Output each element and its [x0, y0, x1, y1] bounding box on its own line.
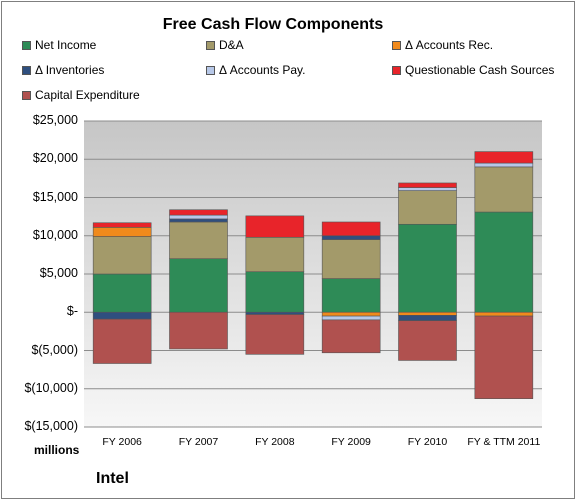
bar-segment	[245, 271, 305, 313]
y-tick-label: $-	[66, 304, 78, 319]
bar-segment	[245, 314, 305, 355]
bar-segment	[398, 187, 457, 191]
bar-segment	[245, 236, 305, 273]
legend-item: Δ Accounts Rec.	[392, 38, 493, 52]
bar-segment	[321, 221, 381, 237]
y-tick-label: $15,000	[32, 189, 78, 204]
units-label: millions	[34, 443, 80, 457]
bar-segment	[169, 218, 228, 223]
legend-swatch	[392, 40, 401, 50]
bar-segment	[474, 315, 534, 399]
legend-item: Capital Expenditure	[22, 88, 140, 102]
y-tick-label: $(15,000)	[24, 419, 78, 433]
bar-segment	[169, 258, 228, 313]
y-tick-label: $5,000	[39, 266, 78, 280]
bar-segment	[92, 227, 152, 237]
legend-label: Δ Accounts Pay.	[219, 63, 306, 77]
legend-swatch	[22, 40, 31, 50]
bar-segment	[92, 236, 152, 275]
legend-label: Capital Expenditure	[35, 88, 140, 102]
bar-segment	[474, 162, 534, 168]
bar-segment	[92, 318, 152, 364]
bar-segment	[169, 311, 228, 350]
y-tick-label: $10,000	[32, 227, 78, 242]
legend-label: Net Income	[35, 38, 97, 52]
legend-item: Δ Inventories	[22, 63, 104, 77]
bar-segment	[92, 273, 152, 313]
bar-segment	[321, 315, 381, 321]
bar-segment	[398, 182, 457, 188]
y-tick-label: $(10,000)	[24, 380, 78, 395]
legend-swatch	[22, 90, 31, 100]
bar-segment	[398, 190, 457, 225]
bar-segment	[321, 239, 381, 279]
bar-segment	[321, 311, 381, 317]
bar-segment	[321, 235, 381, 240]
bar-segment	[474, 151, 534, 164]
legend-swatch	[392, 65, 401, 75]
bar-segment	[92, 222, 152, 228]
bar-segment	[398, 320, 457, 361]
legend-item: Questionable Cash Sources	[392, 63, 554, 77]
x-tick-label: FY & TTM 2011	[467, 436, 541, 448]
x-tick-label: FY 2006	[102, 436, 142, 448]
bar-segment	[398, 315, 457, 321]
bar-segment	[321, 319, 381, 354]
bar-segment	[474, 166, 534, 213]
bar-segment	[169, 221, 228, 259]
bar-segment	[474, 211, 534, 313]
x-tick-label: FY 2008	[255, 436, 295, 448]
legend-label: Δ Inventories	[35, 63, 105, 77]
bar-segment	[245, 311, 305, 315]
bar-segment	[398, 311, 457, 316]
legend-swatch	[206, 40, 215, 50]
bar-segment	[245, 215, 305, 238]
legend-item: Net Income	[22, 38, 96, 52]
y-tick-label: $25,000	[32, 113, 78, 127]
bar-segment	[92, 311, 152, 320]
legend-swatch	[22, 65, 31, 75]
y-tick-label: $(5,000)	[31, 342, 78, 357]
bar-segment	[398, 223, 457, 313]
x-tick-label: FY 2009	[331, 436, 371, 448]
legend-label: D&A	[219, 38, 244, 52]
chart-title: Free Cash Flow Components	[162, 16, 384, 33]
bar-segment	[169, 209, 228, 216]
y-tick-label: $20,000	[32, 151, 78, 166]
legend-swatch	[206, 65, 215, 75]
legend-item: D&A	[206, 38, 244, 52]
bar-segment	[321, 278, 381, 313]
company-name: Intel	[96, 470, 129, 487]
legend-item: Δ Accounts Pay.	[206, 63, 306, 77]
legend-label: Δ Accounts Rec.	[405, 38, 494, 52]
legend-label: Questionable Cash Sources	[405, 63, 555, 77]
x-tick-label: FY 2010	[407, 436, 448, 448]
bar-segment	[169, 214, 228, 220]
x-tick-label: FY 2007	[178, 436, 219, 448]
bar-segment	[474, 311, 534, 317]
